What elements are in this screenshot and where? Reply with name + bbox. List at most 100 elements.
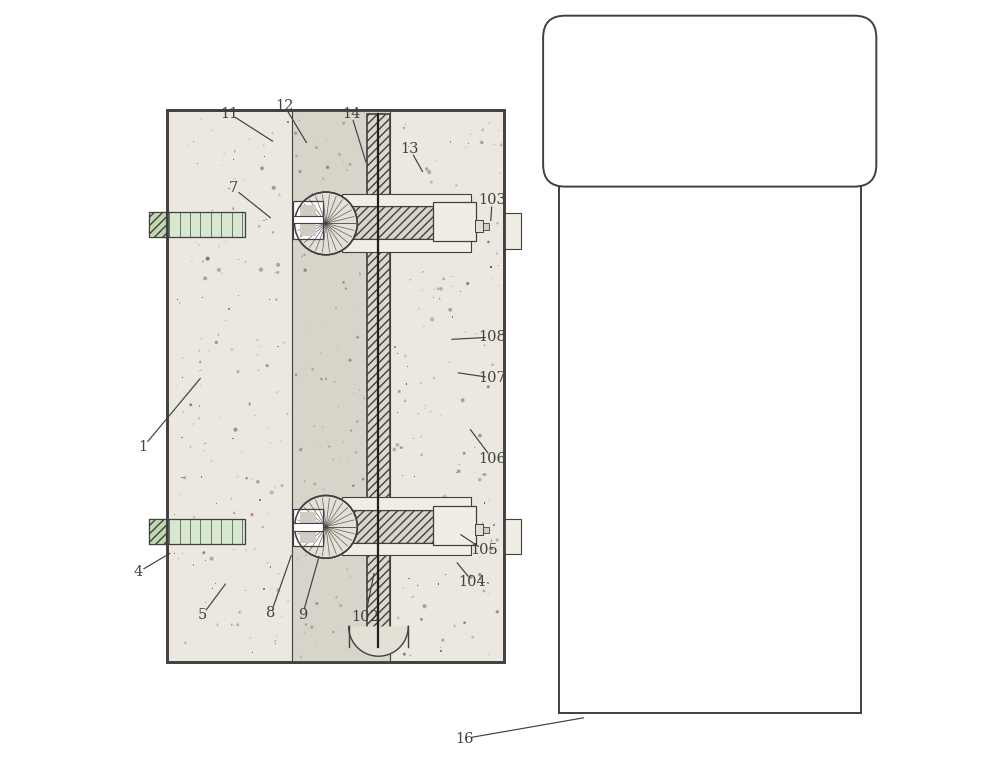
Text: 108: 108 <box>478 330 506 344</box>
Bar <box>452 316 453 318</box>
Polygon shape <box>385 240 386 242</box>
Bar <box>212 588 213 590</box>
Polygon shape <box>244 260 247 263</box>
Polygon shape <box>190 445 191 448</box>
Circle shape <box>272 232 273 233</box>
Circle shape <box>472 637 474 638</box>
Polygon shape <box>404 398 406 402</box>
Polygon shape <box>368 192 370 194</box>
Text: 14: 14 <box>342 107 360 121</box>
Polygon shape <box>381 205 383 207</box>
Bar <box>487 582 489 583</box>
Bar <box>342 497 471 510</box>
Circle shape <box>276 299 277 300</box>
Bar <box>342 510 471 543</box>
Text: 12: 12 <box>275 99 294 113</box>
Polygon shape <box>276 634 278 637</box>
Polygon shape <box>442 276 445 280</box>
Polygon shape <box>268 513 269 514</box>
Circle shape <box>398 390 400 392</box>
Polygon shape <box>364 248 366 250</box>
Circle shape <box>296 155 297 157</box>
Bar <box>402 474 403 476</box>
Polygon shape <box>409 654 411 656</box>
Polygon shape <box>421 242 424 245</box>
Circle shape <box>340 604 342 606</box>
Bar <box>504 519 521 554</box>
Text: 16: 16 <box>455 731 474 746</box>
Circle shape <box>187 217 189 220</box>
Polygon shape <box>300 655 302 658</box>
Circle shape <box>479 434 481 437</box>
Circle shape <box>489 547 492 550</box>
Bar <box>438 583 439 585</box>
Circle shape <box>376 129 378 131</box>
Polygon shape <box>176 385 177 387</box>
Bar <box>205 601 206 603</box>
Polygon shape <box>194 386 196 388</box>
Polygon shape <box>232 206 234 209</box>
Bar <box>475 220 483 232</box>
Bar <box>193 564 194 566</box>
Polygon shape <box>278 193 281 196</box>
Polygon shape <box>425 539 428 543</box>
Bar <box>481 582 483 583</box>
Circle shape <box>440 288 442 290</box>
Circle shape <box>468 524 470 526</box>
Bar <box>413 438 414 439</box>
Polygon shape <box>360 234 362 236</box>
Bar <box>367 114 390 647</box>
Circle shape <box>481 142 483 143</box>
Bar <box>293 523 323 531</box>
Circle shape <box>343 281 344 283</box>
Text: 103: 103 <box>478 193 506 207</box>
Text: 104: 104 <box>459 575 486 589</box>
Circle shape <box>246 477 247 479</box>
Bar <box>342 206 471 239</box>
Circle shape <box>218 268 220 271</box>
Polygon shape <box>358 388 360 390</box>
Bar <box>394 346 396 348</box>
Circle shape <box>351 550 352 551</box>
Polygon shape <box>498 129 499 131</box>
Polygon shape <box>231 623 233 626</box>
Circle shape <box>204 277 206 280</box>
Polygon shape <box>467 510 469 514</box>
Polygon shape <box>376 165 377 168</box>
Bar <box>498 265 499 266</box>
Circle shape <box>301 524 302 526</box>
Circle shape <box>479 478 481 481</box>
Bar <box>149 212 166 237</box>
Circle shape <box>496 611 498 613</box>
Circle shape <box>296 375 297 376</box>
Circle shape <box>449 308 452 311</box>
Text: 105: 105 <box>470 543 498 557</box>
Polygon shape <box>299 517 302 521</box>
Circle shape <box>205 215 207 218</box>
Polygon shape <box>309 327 311 328</box>
Bar <box>476 333 477 334</box>
Polygon shape <box>351 575 352 577</box>
Circle shape <box>234 428 237 431</box>
Bar <box>149 212 245 237</box>
Polygon shape <box>420 382 422 384</box>
Bar <box>270 566 271 568</box>
Polygon shape <box>343 441 344 443</box>
Polygon shape <box>325 140 327 141</box>
Circle shape <box>381 113 382 114</box>
Circle shape <box>464 622 465 623</box>
Polygon shape <box>198 349 200 352</box>
Polygon shape <box>490 539 493 542</box>
FancyBboxPatch shape <box>543 16 876 187</box>
Bar <box>197 163 198 164</box>
Text: 107: 107 <box>478 371 506 385</box>
Bar <box>293 509 323 546</box>
Bar <box>263 588 265 590</box>
Polygon shape <box>263 143 265 146</box>
Polygon shape <box>462 546 464 550</box>
Polygon shape <box>367 323 368 325</box>
Polygon shape <box>259 208 261 209</box>
Polygon shape <box>346 165 348 167</box>
Circle shape <box>190 404 192 405</box>
Polygon shape <box>171 227 173 229</box>
